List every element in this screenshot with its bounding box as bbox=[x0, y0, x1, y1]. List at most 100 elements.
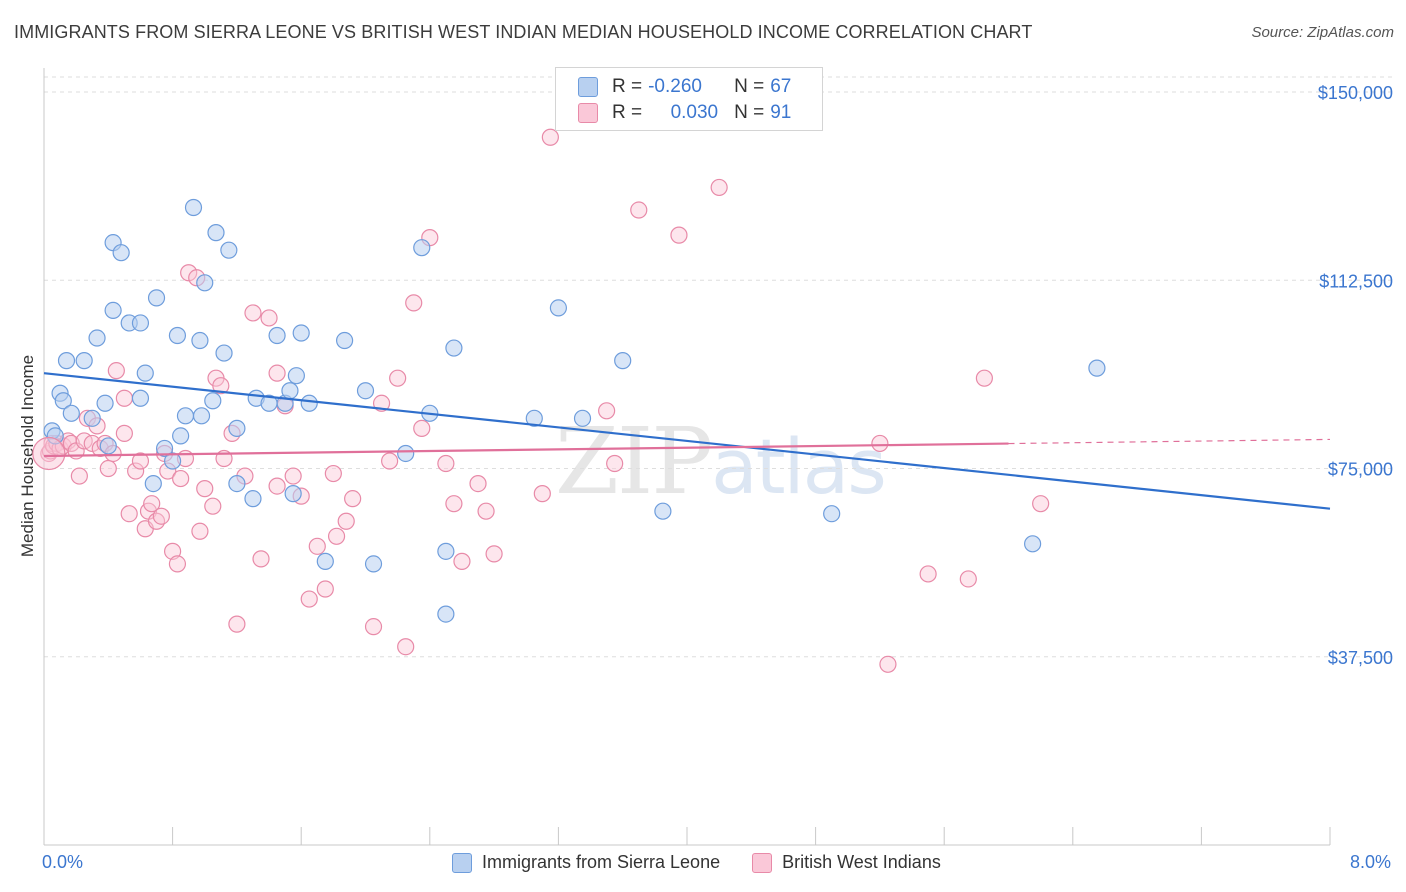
data-point-sierra-leone bbox=[196, 274, 214, 292]
legend-r-label: R = bbox=[612, 76, 643, 97]
data-point-british-west-indians bbox=[228, 615, 246, 633]
data-point-sierra-leone bbox=[1088, 359, 1106, 377]
data-point-british-west-indians bbox=[70, 467, 88, 485]
data-point-sierra-leone bbox=[244, 490, 262, 508]
data-point-british-west-indians bbox=[268, 477, 286, 495]
x-tick-label-min: 0.0% bbox=[42, 852, 84, 872]
data-point-sierra-leone bbox=[215, 344, 233, 362]
data-point-sierra-leone bbox=[168, 326, 187, 345]
data-point-sierra-leone bbox=[99, 437, 117, 455]
data-point-sierra-leone bbox=[364, 555, 383, 573]
data-point-british-west-indians bbox=[1032, 495, 1050, 513]
data-point-sierra-leone bbox=[220, 241, 238, 259]
trendline-british-west-indians-extrapolated bbox=[1008, 438, 1331, 445]
data-point-british-west-indians bbox=[437, 454, 455, 473]
data-point-sierra-leone bbox=[281, 382, 299, 400]
data-point-sierra-leone bbox=[654, 502, 672, 520]
data-point-sierra-leone bbox=[83, 409, 101, 427]
y-tick-label: $37,500 bbox=[1328, 648, 1393, 668]
data-point-british-west-indians bbox=[127, 462, 145, 480]
data-point-british-west-indians bbox=[115, 424, 133, 442]
data-point-sierra-leone bbox=[96, 394, 114, 412]
data-point-british-west-indians bbox=[485, 545, 503, 563]
data-point-british-west-indians bbox=[381, 452, 399, 470]
data-point-british-west-indians bbox=[99, 459, 117, 478]
data-point-british-west-indians bbox=[919, 565, 937, 583]
data-point-british-west-indians bbox=[453, 552, 471, 570]
data-point-sierra-leone bbox=[75, 352, 93, 370]
data-point-sierra-leone bbox=[573, 409, 592, 427]
data-point-sierra-leone bbox=[445, 339, 463, 357]
data-point-british-west-indians bbox=[327, 527, 346, 545]
data-point-british-west-indians bbox=[879, 655, 897, 673]
data-point-british-west-indians bbox=[469, 474, 487, 493]
data-point-sierra-leone bbox=[131, 389, 150, 407]
data-point-sierra-leone bbox=[228, 419, 246, 437]
data-point-british-west-indians bbox=[959, 570, 977, 588]
stats-legend: R = -0.260 N = 67 R = 0.030 N = 91 bbox=[555, 67, 823, 131]
watermark: ZIPatlas bbox=[555, 408, 887, 515]
data-point-british-west-indians bbox=[324, 464, 342, 483]
data-point-british-west-indians bbox=[143, 495, 161, 513]
data-point-sierra-leone bbox=[316, 552, 334, 570]
data-point-sierra-leone bbox=[191, 331, 209, 350]
data-point-sierra-leone bbox=[525, 409, 543, 427]
data-point-sierra-leone bbox=[207, 224, 225, 242]
data-point-british-west-indians bbox=[131, 452, 150, 470]
data-point-sierra-leone bbox=[284, 485, 302, 503]
legend-swatch-blue bbox=[578, 77, 598, 97]
data-point-british-west-indians bbox=[598, 402, 616, 420]
data-point-british-west-indians bbox=[212, 377, 230, 395]
data-point-british-west-indians bbox=[168, 555, 187, 573]
data-point-british-west-indians bbox=[344, 490, 362, 508]
data-point-british-west-indians bbox=[284, 467, 302, 485]
data-point-sierra-leone bbox=[62, 404, 80, 422]
data-point-sierra-leone bbox=[336, 331, 354, 350]
data-point-sierra-leone bbox=[131, 314, 150, 332]
legend-row-pink: R = 0.030 N = 91 bbox=[578, 101, 791, 125]
trendline-sierra-leone bbox=[43, 372, 1331, 510]
data-point-sierra-leone bbox=[1024, 535, 1042, 553]
x-tick-label-max: 8.0% bbox=[1350, 852, 1392, 872]
data-point-sierra-leone bbox=[176, 407, 195, 425]
data-point-sierra-leone bbox=[104, 301, 122, 320]
data-point-british-west-indians bbox=[337, 512, 355, 530]
data-point-british-west-indians bbox=[710, 178, 728, 197]
chart-title: IMMIGRANTS FROM SIERRA LEONE VS BRITISH … bbox=[14, 22, 1033, 42]
data-point-british-west-indians bbox=[252, 550, 270, 568]
data-point-british-west-indians bbox=[268, 364, 286, 382]
legend-label-british-west-indians: British West Indians bbox=[782, 852, 941, 872]
data-point-sierra-leone bbox=[437, 605, 455, 623]
data-point-sierra-leone bbox=[172, 427, 190, 445]
data-point-sierra-leone bbox=[164, 452, 182, 470]
data-point-british-west-indians bbox=[606, 454, 624, 473]
data-point-british-west-indians bbox=[533, 485, 551, 503]
legend-n-label: N = bbox=[734, 102, 765, 123]
data-point-sierra-leone bbox=[413, 239, 431, 257]
legend-label-sierra-leone: Immigrants from Sierra Leone bbox=[482, 852, 721, 872]
data-point-sierra-leone bbox=[184, 198, 203, 217]
data-point-british-west-indians bbox=[975, 369, 993, 387]
legend-item-sierra-leone: Immigrants from Sierra Leone bbox=[452, 852, 720, 873]
data-point-british-west-indians bbox=[152, 507, 170, 525]
data-point-british-west-indians bbox=[670, 226, 688, 244]
data-point-sierra-leone bbox=[144, 474, 162, 493]
legend-swatch-pink bbox=[752, 852, 773, 873]
legend-row-blue: R = -0.260 N = 67 bbox=[578, 75, 791, 99]
legend-r-label: R = bbox=[612, 102, 643, 123]
data-point-british-west-indians bbox=[120, 505, 138, 523]
data-point-sierra-leone bbox=[204, 392, 222, 410]
data-point-british-west-indians bbox=[397, 638, 415, 656]
data-point-british-west-indians bbox=[316, 580, 334, 598]
data-point-british-west-indians bbox=[871, 434, 889, 453]
legend-n-value: 91 bbox=[770, 102, 792, 123]
y-tick-label: $150,000 bbox=[1318, 83, 1393, 103]
data-point-sierra-leone bbox=[147, 289, 166, 307]
legend-n-label: N = bbox=[734, 76, 765, 97]
data-point-sierra-leone bbox=[57, 352, 76, 370]
data-point-british-west-indians bbox=[260, 309, 278, 327]
data-point-british-west-indians bbox=[196, 480, 214, 498]
legend-r-value: 0.030 bbox=[670, 102, 719, 123]
data-point-sierra-leone bbox=[287, 367, 305, 385]
